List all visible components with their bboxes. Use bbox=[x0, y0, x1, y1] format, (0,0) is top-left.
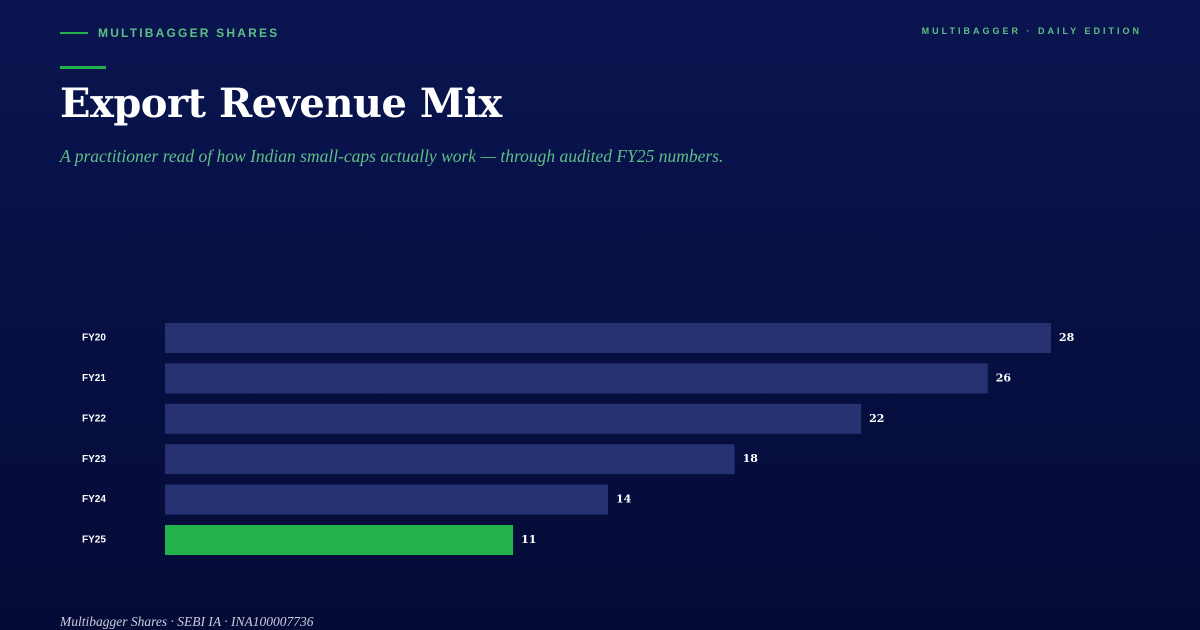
brand-rule bbox=[60, 32, 88, 34]
value-label: 26 bbox=[996, 371, 1012, 384]
category-label: FY21 bbox=[82, 373, 106, 384]
value-label: 28 bbox=[1059, 331, 1075, 344]
brand: MULTIBAGGER SHARES bbox=[60, 26, 279, 40]
bar bbox=[165, 484, 608, 515]
category-label: FY25 bbox=[82, 535, 106, 546]
bar-highlight bbox=[165, 525, 514, 555]
value-label: 14 bbox=[616, 493, 632, 506]
category-label: FY23 bbox=[82, 454, 106, 465]
value-label: 11 bbox=[521, 533, 536, 546]
page-subtitle: A practitioner read of how Indian small-… bbox=[60, 146, 724, 166]
value-label: 18 bbox=[743, 452, 759, 465]
footer-credit: Multibagger Shares · SEBI IA · INA100007… bbox=[60, 614, 314, 629]
bar bbox=[165, 403, 862, 434]
bar bbox=[165, 363, 988, 394]
page-title: Export Revenue Mix bbox=[60, 80, 502, 127]
value-label: 22 bbox=[869, 412, 884, 425]
bar bbox=[165, 323, 1051, 353]
accent-rule bbox=[60, 66, 106, 69]
category-label: FY24 bbox=[82, 494, 106, 505]
brand-name: MULTIBAGGER SHARES bbox=[98, 26, 280, 40]
edition-label: MULTIBAGGER · DAILY EDITION bbox=[921, 26, 1142, 36]
category-label: FY20 bbox=[82, 333, 106, 344]
category-label: FY22 bbox=[82, 413, 106, 424]
bar bbox=[165, 444, 735, 475]
